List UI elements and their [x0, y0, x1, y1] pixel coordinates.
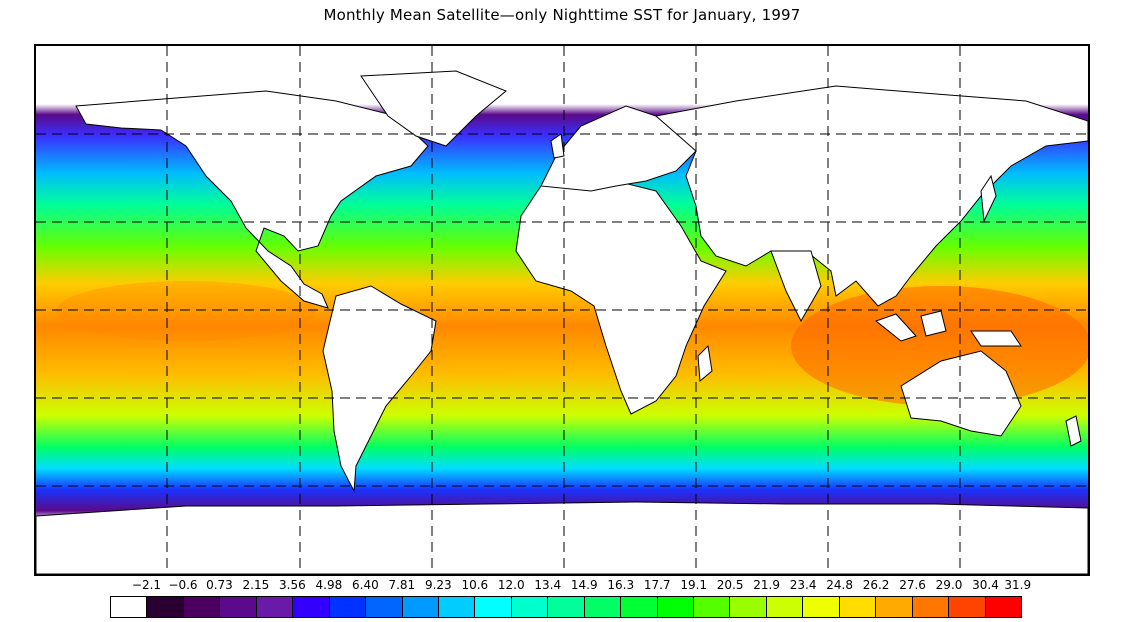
- graticule: [36, 46, 1088, 574]
- asia: [654, 85, 1088, 307]
- new-zealand: [1065, 415, 1082, 447]
- indian-subcontinent: [770, 250, 822, 323]
- colorbar-tick-label: 26.2: [862, 578, 890, 592]
- colorbar-tick-label: 2.15: [242, 578, 270, 592]
- colorbar-swatch: [402, 597, 439, 617]
- colorbar-labels: −2.1 −0.6 0.73 2.15 3.56 4.98 6.40 7.81 9.23 10.6…: [0, 578, 1124, 594]
- colorbar-tick-label: 19.1: [680, 578, 708, 592]
- colorbar-swatch: [621, 597, 658, 617]
- sst-map-svg: [36, 46, 1088, 574]
- colorbar-tick-label: 31.9: [1004, 578, 1032, 592]
- warm-pool-east-pacific: [56, 281, 316, 341]
- colorbar-tick-label: 27.6: [899, 578, 926, 592]
- japan: [980, 174, 997, 223]
- colorbar-swatch: [511, 597, 549, 617]
- sumatra: [874, 313, 917, 342]
- colorbar-swatch: [475, 597, 512, 617]
- colorbar-tick-label: −0.6: [168, 578, 198, 592]
- colorbar-swatch: [657, 597, 694, 617]
- colorbar-swatch: [766, 597, 804, 617]
- colorbar-swatch: [694, 597, 731, 617]
- colorbar-tick-label: 29.0: [935, 578, 963, 592]
- colorbar-tick-label: 24.8: [826, 578, 853, 592]
- warm-pool-indo-pacific: [791, 286, 1088, 406]
- colorbar-swatch: [438, 597, 476, 617]
- colorbar-swatch: [985, 597, 1021, 617]
- colorbar-tick-label: 7.81: [388, 578, 416, 592]
- new-guinea: [970, 330, 1022, 347]
- colorbar-swatch: [183, 597, 221, 617]
- map-title: Monthly Mean Satellite—only Nighttime SS…: [323, 6, 801, 24]
- colorbar-swatch: [256, 597, 294, 617]
- land-masses: [36, 70, 1088, 574]
- africa: [515, 175, 727, 415]
- colorbar-tick-label: 0.73: [206, 578, 233, 592]
- colorbar-swatch: [949, 597, 986, 617]
- colorbar-swatch: [329, 597, 367, 617]
- antarctica: [36, 501, 1088, 574]
- australia: [900, 350, 1022, 437]
- colorbar-tick-label: 3.56: [279, 578, 306, 592]
- colorbar-tick-label: 9.23: [424, 578, 452, 592]
- colorbar-tick-label: 17.7: [643, 578, 671, 592]
- colorbar-tick-label: 4.98: [315, 578, 343, 592]
- uk: [550, 133, 565, 159]
- colorbar-swatch: [366, 597, 403, 617]
- colorbar-swatch: [839, 597, 877, 617]
- colorbar-tick-label: 12.0: [497, 578, 525, 592]
- colorbar-swatch: [111, 597, 148, 617]
- colorbar-tick-label: 30.4: [972, 578, 999, 592]
- madagascar: [697, 344, 713, 383]
- colorbar-swatch: [220, 597, 257, 617]
- colorbar-swatch: [803, 597, 840, 617]
- colorbar-swatch: [548, 597, 585, 617]
- colorbar-tick-label: 23.4: [789, 578, 817, 592]
- colorbar-tick-label: 20.5: [716, 578, 744, 592]
- colorbar-swatch: [876, 597, 913, 617]
- colorbar-tick-label: 14.9: [570, 578, 598, 592]
- colorbar-swatch: [912, 597, 950, 617]
- colorbar-swatch: [147, 597, 184, 617]
- borneo: [920, 310, 947, 337]
- colorbar-tick-label: 16.3: [607, 578, 635, 592]
- colorbar-swatch: [730, 597, 767, 617]
- colorbar-swatch: [584, 597, 622, 617]
- colorbar-tick-label: 10.6: [461, 578, 489, 592]
- colorbar-tick-label: 13.4: [534, 578, 562, 592]
- colorbar-tick-label: 21.9: [753, 578, 780, 592]
- greenland: [360, 70, 507, 147]
- north-america: [75, 90, 429, 309]
- colorbar-tick-label: −2.1: [131, 578, 162, 592]
- colorbar-tick-label: 6.40: [352, 578, 379, 592]
- sst-map: [34, 44, 1090, 576]
- colorbar: [110, 596, 1022, 618]
- colorbar-swatch: [293, 597, 330, 617]
